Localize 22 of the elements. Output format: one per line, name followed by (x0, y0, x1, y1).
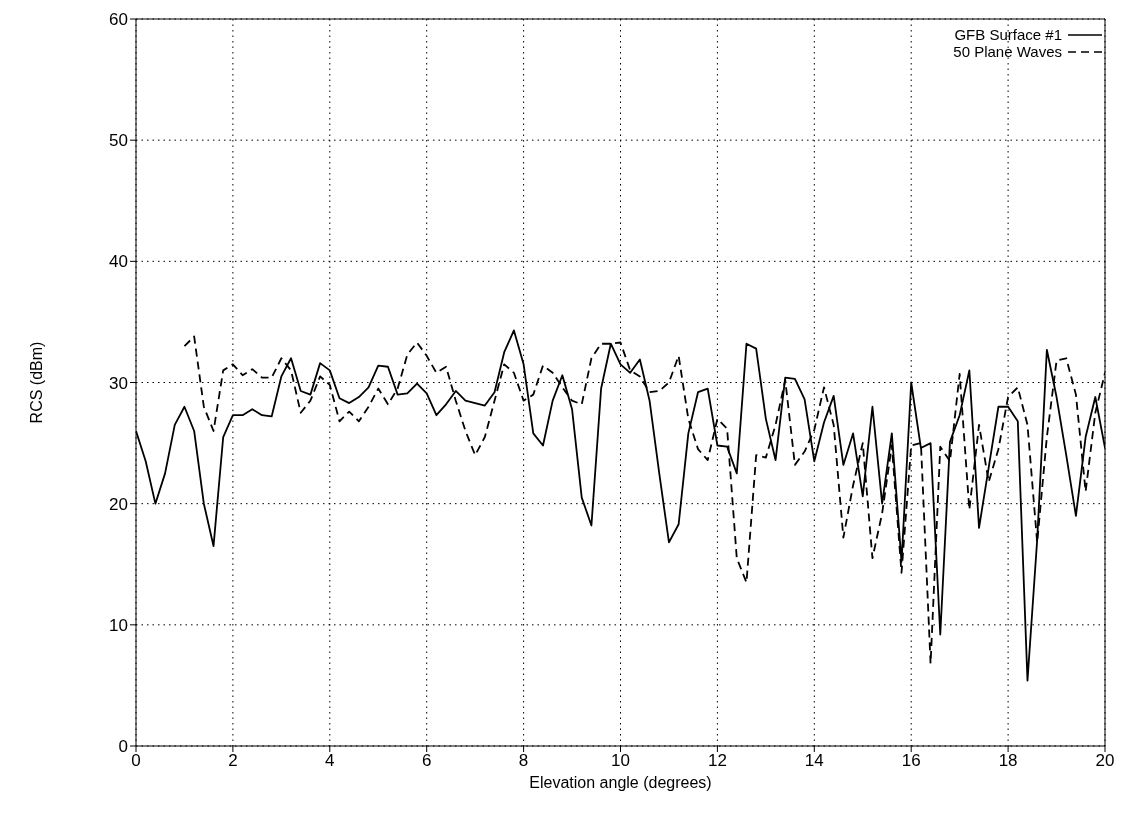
y-tick-label: 30 (109, 373, 128, 393)
x-tick-label: 2 (228, 751, 238, 771)
x-tick-label: 16 (901, 751, 921, 771)
x-tick-label: 6 (421, 751, 432, 771)
x-axis-title: Elevation angle (degrees) (529, 774, 712, 791)
y-axis-title: RCS (dBm) (27, 341, 45, 424)
x-tick-label: 4 (325, 751, 335, 771)
y-tick-label: 40 (109, 252, 128, 272)
y-tick-label: 0 (118, 737, 128, 757)
y-tick-label: 50 (109, 131, 128, 151)
legend-label: 50 Plane Waves (953, 43, 1062, 60)
x-tick-label: 14 (804, 751, 824, 771)
x-tick-label: 8 (518, 751, 529, 771)
x-tick-label: 10 (611, 751, 630, 771)
x-tick-label: 0 (131, 751, 141, 771)
y-tick-label: 60 (109, 10, 128, 30)
y-tick-label: 10 (109, 615, 128, 635)
legend-label: GFB Surface #1 (954, 26, 1062, 43)
x-tick-label: 18 (998, 751, 1018, 771)
x-tick-label: 12 (707, 751, 727, 771)
y-tick-label: 20 (109, 494, 128, 514)
x-tick-label: 20 (1095, 751, 1115, 771)
